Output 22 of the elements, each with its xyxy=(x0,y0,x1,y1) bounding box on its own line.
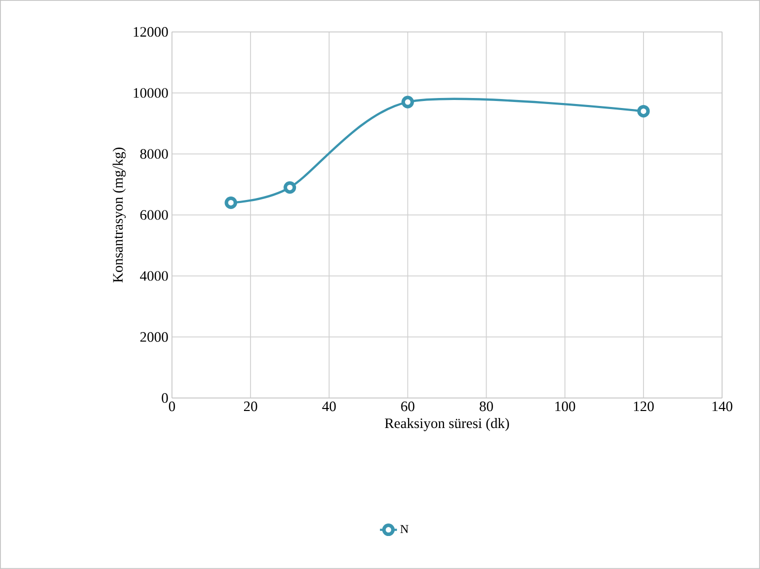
x-tick-label: 60 xyxy=(401,402,414,412)
point xyxy=(224,196,238,210)
point xyxy=(284,181,296,194)
point xyxy=(401,96,414,108)
y-tick-label: 2000 xyxy=(140,332,168,342)
x-tick-label: 0 xyxy=(168,402,175,412)
y-tick-label: 6000 xyxy=(140,210,168,220)
point xyxy=(637,104,650,118)
x-axis-title: Reaksiyon süresi (dk) xyxy=(384,418,509,432)
y-tick-label: 4000 xyxy=(140,271,168,281)
x-tick-label: 140 xyxy=(712,402,732,412)
x-tick-label: 100 xyxy=(555,402,576,412)
x-tick-label: 40 xyxy=(322,402,336,412)
y-tick-label: 12000 xyxy=(134,27,168,37)
x-tick-label: 80 xyxy=(480,402,493,412)
y-tick-label: 0 xyxy=(162,393,168,403)
x-tick-label: 20 xyxy=(244,402,258,412)
y-tick-label: 10000 xyxy=(134,88,168,98)
x-tick-label: 120 xyxy=(634,402,654,412)
legend-label: N xyxy=(400,525,408,533)
y-axis-title: Konsantrasyon (mg/kg) xyxy=(112,148,126,283)
y-tick-label: 8000 xyxy=(140,149,168,159)
